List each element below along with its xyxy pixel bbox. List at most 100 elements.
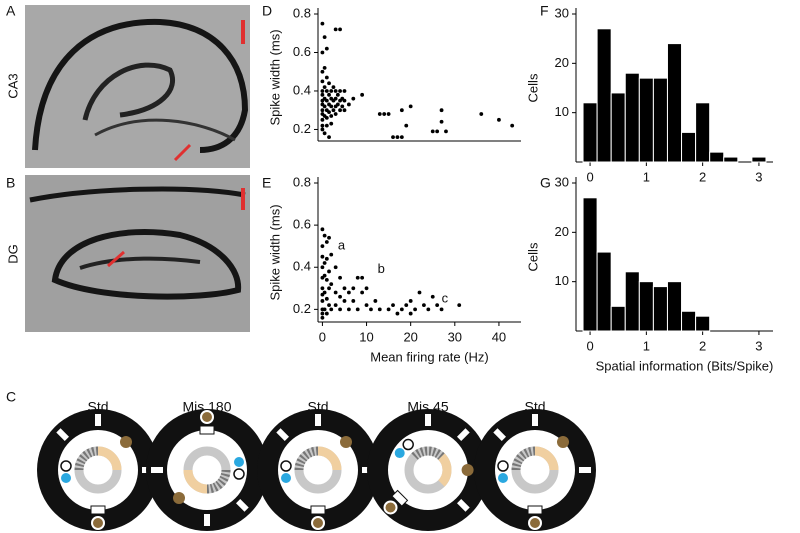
point <box>324 240 329 244</box>
wall-cue <box>532 414 538 426</box>
bar <box>666 43 683 163</box>
point <box>333 27 338 32</box>
point <box>408 311 413 316</box>
y-tick-label: 20 <box>555 55 569 70</box>
point <box>320 21 325 26</box>
point <box>351 96 356 101</box>
point <box>320 69 325 74</box>
point <box>338 27 342 32</box>
point <box>324 277 329 282</box>
bar <box>666 281 683 332</box>
point <box>324 256 329 261</box>
point <box>322 104 327 109</box>
point <box>322 233 327 238</box>
box-cue <box>527 505 543 515</box>
x-tick-label: 2 <box>699 169 706 184</box>
micrograph <box>25 175 250 332</box>
point <box>439 108 444 113</box>
annotation: a <box>338 238 346 253</box>
point <box>340 104 345 109</box>
point <box>320 299 325 303</box>
y-tick-label: 0.8 <box>293 174 311 189</box>
object-cue <box>340 436 352 448</box>
point <box>320 265 325 270</box>
x-tick-label: 10 <box>359 329 373 344</box>
point <box>320 92 325 97</box>
object-cue <box>311 516 325 530</box>
point <box>479 112 484 116</box>
point <box>322 273 327 278</box>
bar <box>582 102 598 163</box>
point <box>413 307 417 312</box>
point <box>320 79 325 84</box>
object-cue <box>234 457 244 467</box>
point <box>408 299 413 303</box>
point <box>342 98 347 103</box>
point <box>342 299 347 303</box>
bar <box>610 92 626 163</box>
arena <box>37 409 159 531</box>
point <box>333 265 338 270</box>
point <box>324 89 329 93</box>
point <box>439 119 444 124</box>
x-tick-label: 2 <box>699 338 706 353</box>
panel-label: A <box>6 3 16 19</box>
panel-label: E <box>262 175 271 191</box>
y-tick-label: 30 <box>555 174 569 189</box>
x-axis-label: Spatial information (Bits/Spike) <box>596 358 774 373</box>
bar <box>681 131 697 163</box>
point <box>333 290 338 295</box>
point <box>333 303 338 308</box>
point <box>333 89 338 93</box>
bar <box>638 77 654 163</box>
box-cue <box>90 505 106 515</box>
wall-cue <box>425 414 431 426</box>
object-cue <box>61 473 71 483</box>
point <box>497 117 501 122</box>
wall-cue <box>315 414 321 426</box>
point <box>346 307 351 312</box>
local-cue <box>317 446 342 471</box>
point <box>320 286 325 291</box>
object-cue <box>281 473 291 483</box>
point <box>360 92 365 97</box>
wall-cue <box>56 428 70 442</box>
point <box>327 235 331 240</box>
local-cue <box>183 469 208 494</box>
point <box>320 117 325 122</box>
wall-cue <box>456 428 470 442</box>
arena <box>474 409 596 531</box>
object-cue <box>557 436 569 448</box>
object-cue <box>498 473 508 483</box>
arena <box>367 409 489 531</box>
point <box>342 108 347 113</box>
y-tick-label: 0.6 <box>293 44 311 59</box>
bar <box>582 197 598 332</box>
point <box>364 286 369 291</box>
bar <box>610 305 626 332</box>
panel-label: G <box>540 175 551 191</box>
x-tick-label: 20 <box>403 329 417 344</box>
point <box>329 121 334 126</box>
local-cue <box>438 453 452 487</box>
bar <box>681 310 697 332</box>
point <box>355 307 360 312</box>
y-tick-label: 0.6 <box>293 217 311 232</box>
point <box>327 135 331 140</box>
panel-label: B <box>6 175 15 191</box>
inner-floor <box>278 430 358 510</box>
point <box>377 307 382 312</box>
local-cue <box>534 446 559 471</box>
point <box>329 114 334 118</box>
point <box>399 135 404 140</box>
wall-cue <box>235 498 249 512</box>
point <box>426 307 431 312</box>
point <box>331 108 336 113</box>
point <box>327 110 331 115</box>
point <box>369 307 373 312</box>
point <box>329 307 334 312</box>
point <box>386 307 391 312</box>
point <box>435 303 440 308</box>
object-cue <box>461 464 474 477</box>
inner-floor <box>495 430 575 510</box>
